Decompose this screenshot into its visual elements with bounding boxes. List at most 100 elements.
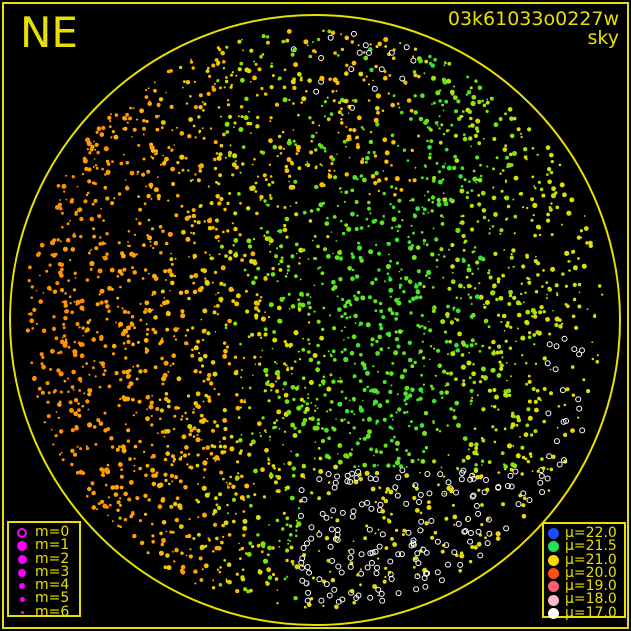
star-mark (501, 502, 505, 507)
star-mark (301, 424, 304, 427)
star-mark (399, 467, 406, 474)
star-mark (276, 230, 279, 233)
star-mark (463, 241, 466, 244)
star-mark (158, 550, 164, 556)
star-mark (412, 556, 419, 563)
star-mark (460, 340, 466, 346)
star-mark (246, 206, 251, 211)
star-mark (372, 365, 375, 368)
star-mark (469, 116, 473, 121)
star-mark (278, 539, 281, 543)
star-mark (452, 165, 457, 171)
star-mark (467, 109, 472, 115)
size-legend-label: m=0 (35, 524, 70, 540)
star-mark (452, 409, 456, 412)
star-mark (195, 437, 201, 443)
star-mark (92, 227, 96, 231)
star-mark (485, 109, 489, 113)
star-mark (229, 434, 234, 439)
star-mark (520, 132, 522, 135)
star-mark (242, 510, 246, 513)
star-mark (151, 308, 154, 311)
star-mark (444, 99, 449, 104)
star-mark (496, 280, 500, 284)
star-mark (255, 515, 261, 520)
star-mark (418, 518, 425, 525)
star-mark (420, 459, 426, 464)
star-mark (372, 476, 379, 483)
star-mark (181, 415, 184, 418)
star-mark (387, 558, 394, 565)
star-mark (68, 400, 73, 405)
star-mark (384, 150, 390, 156)
star-mark (259, 194, 264, 200)
star-mark (179, 154, 185, 160)
star-mark (432, 420, 435, 423)
star-mark (150, 227, 155, 231)
star-mark (470, 545, 475, 549)
star-mark (192, 426, 197, 431)
star-mark (345, 125, 348, 128)
star-mark (327, 456, 332, 460)
star-mark (263, 367, 269, 373)
star-mark (294, 386, 299, 391)
star-mark (125, 185, 128, 188)
star-mark (536, 153, 539, 156)
star-mark (391, 205, 396, 209)
star-mark (441, 396, 444, 400)
star-mark (503, 427, 507, 431)
star-mark (93, 198, 98, 203)
star-mark (193, 273, 199, 279)
star-mark (226, 562, 232, 567)
star-mark (114, 113, 119, 117)
star-mark (41, 328, 47, 334)
star-mark (106, 162, 111, 166)
star-mark (58, 371, 64, 377)
star-mark (110, 485, 115, 490)
star-mark (233, 121, 237, 125)
star-mark (73, 340, 77, 344)
star-mark (127, 310, 131, 315)
star-mark (423, 120, 428, 125)
star-mark (240, 433, 243, 436)
star-mark (263, 389, 267, 393)
star-mark (418, 387, 424, 393)
star-mark (114, 484, 120, 490)
star-mark (332, 358, 337, 362)
star-mark (457, 561, 464, 568)
star-mark (208, 74, 212, 78)
star-mark (271, 266, 275, 271)
star-mark (562, 192, 567, 198)
star-mark (99, 236, 102, 239)
star-mark (207, 185, 210, 188)
star-mark (491, 195, 497, 201)
star-mark (193, 220, 197, 223)
star-mark (198, 105, 203, 110)
star-mark (268, 163, 272, 166)
star-mark (422, 238, 427, 243)
star-mark (365, 75, 368, 78)
star-mark (356, 573, 360, 577)
star-mark (201, 568, 204, 571)
star-mark (99, 132, 105, 137)
star-mark (459, 114, 463, 119)
star-mark (492, 283, 497, 289)
star-mark (353, 399, 356, 402)
star-mark (333, 51, 337, 55)
star-mark (493, 212, 498, 217)
star-mark (472, 363, 475, 366)
star-mark (196, 453, 200, 457)
star-mark (453, 523, 456, 526)
star-mark (385, 371, 390, 375)
star-mark (284, 164, 288, 169)
star-mark (360, 126, 364, 129)
star-mark (354, 296, 359, 302)
star-mark (473, 133, 478, 138)
star-mark (119, 397, 122, 401)
star-mark (222, 132, 226, 137)
star-mark (248, 386, 252, 390)
star-mark (165, 429, 171, 434)
star-mark (52, 289, 58, 294)
star-mark (435, 428, 439, 431)
star-mark (377, 594, 379, 597)
